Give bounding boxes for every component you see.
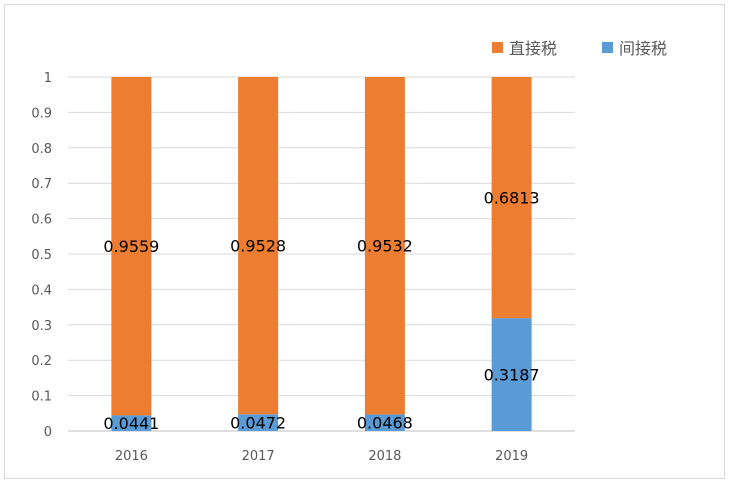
- bar-segment: [364, 77, 405, 415]
- y-tick-label: 1: [44, 71, 52, 86]
- bar-segment: [491, 318, 532, 431]
- data-label: 0.9532: [357, 237, 413, 256]
- data-label: 0.6813: [484, 189, 540, 208]
- x-axis-ticks: 2016 2017 2018 2019: [115, 449, 528, 464]
- y-tick-label: 0.8: [31, 142, 52, 157]
- bar-segment: [364, 414, 405, 431]
- bars: [111, 77, 532, 431]
- x-tick-label: 2019: [495, 449, 528, 464]
- bar-segment: [111, 415, 152, 431]
- bar-segment: [238, 414, 279, 431]
- y-tick-label: 0.3: [31, 319, 52, 334]
- y-tick-label: 0.5: [31, 248, 52, 263]
- bar-segment: [111, 77, 152, 416]
- legend-label: 直接税: [509, 39, 557, 58]
- x-tick-label: 2016: [115, 449, 148, 464]
- x-tick-label: 2017: [242, 449, 275, 464]
- legend-swatch: [602, 42, 613, 53]
- legend-label: 间接税: [619, 39, 667, 58]
- data-label: 0.3187: [484, 366, 540, 385]
- data-label: 0.9528: [230, 237, 286, 256]
- gridlines: [68, 76, 575, 432]
- y-tick-label: 0.9: [31, 106, 52, 121]
- y-tick-label: 0.1: [31, 390, 52, 405]
- bar-segment: [238, 77, 279, 415]
- y-tick-label: 0.2: [31, 354, 52, 369]
- x-tick-label: 2018: [368, 449, 401, 464]
- data-labels: 0.0441 0.9559 0.0472 0.9528 0.0468 0.9532 0.31…: [103, 189, 539, 434]
- bar-segment: [491, 77, 532, 319]
- y-tick-label: 0.7: [31, 177, 52, 192]
- y-axis-ticks: 0 0.1 0.2 0.3 0.4 0.5 0.6 0.7 0.8 0.9 1: [31, 71, 52, 440]
- data-label: 0.0468: [357, 414, 413, 433]
- data-label: 0.0472: [230, 414, 286, 433]
- y-tick-label: 0.6: [31, 213, 52, 228]
- legend-swatch: [492, 42, 503, 53]
- legend: 直接税 间接税: [492, 39, 667, 58]
- y-tick-label: 0: [44, 425, 52, 440]
- data-label: 0.0441: [103, 414, 159, 433]
- data-label: 0.9559: [103, 237, 159, 256]
- y-tick-label: 0.4: [31, 283, 52, 298]
